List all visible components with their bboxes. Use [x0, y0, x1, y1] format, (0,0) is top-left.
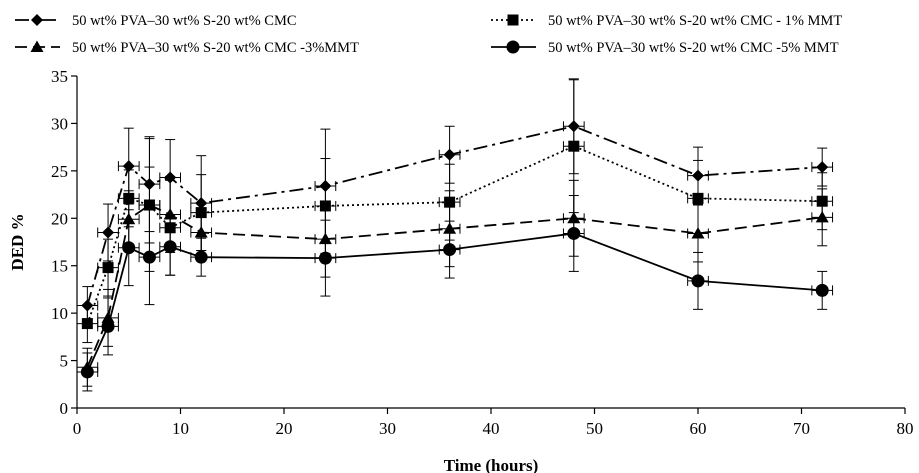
- x-tick-label: 60: [690, 419, 707, 438]
- data-point: [815, 283, 829, 297]
- data-point: [815, 210, 829, 223]
- legend-label: 50 wt% PVA–30 wt% S-20 wt% CMC: [72, 13, 297, 29]
- data-point: [163, 240, 177, 254]
- x-tick-label: 10: [172, 419, 189, 438]
- legend-item-1: 50 wt% PVA–30 wt% S-20 wt% CMC: [15, 13, 297, 29]
- y-axis-title: DED %: [8, 213, 27, 270]
- data-point: [194, 250, 208, 264]
- legend-item-3: 50 wt% PVA–30 wt% S-20 wt% CMC -3%MMT: [15, 40, 359, 56]
- y-tick-label: 5: [60, 352, 69, 371]
- x-tick-label: 30: [379, 419, 396, 438]
- data-point: [568, 140, 580, 152]
- data-point: [691, 226, 705, 239]
- legend-marker: [31, 14, 43, 26]
- data-point: [80, 365, 94, 379]
- data-point: [443, 148, 456, 161]
- data-point: [102, 226, 115, 239]
- y-tick-label: 25: [51, 162, 68, 181]
- y-tick-label: 30: [51, 114, 68, 133]
- legend-marker: [506, 40, 520, 54]
- data-point: [142, 198, 156, 211]
- x-axis-title: Time (hours): [444, 456, 539, 473]
- x-tick-label: 70: [793, 419, 810, 438]
- data-point: [692, 192, 704, 204]
- legend-label: 50 wt% PVA–30 wt% S-20 wt% CMC - 1% MMT: [548, 13, 842, 29]
- series-2: [76, 79, 834, 344]
- y-tick-label: 15: [51, 257, 68, 276]
- data-point: [163, 207, 177, 220]
- legend-label: 50 wt% PVA–30 wt% S-20 wt% CMC -3%MMT: [72, 40, 359, 56]
- y-tick-label: 0: [60, 399, 69, 418]
- series-4: [76, 195, 834, 392]
- y-tick-label: 10: [51, 304, 68, 323]
- data-point: [194, 226, 208, 238]
- series-line: [86, 203, 823, 368]
- axes: 0 10 20 30 40 50 60 70 80 0 5 10 15 20 25 30 35: [51, 67, 914, 438]
- x-tick-label: 40: [483, 419, 500, 438]
- plot-area: [76, 78, 834, 392]
- data-point: [142, 250, 156, 264]
- x-tick-label: 0: [73, 419, 82, 438]
- data-point: [567, 226, 581, 240]
- data-point: [101, 319, 115, 333]
- legend-item-2: 50 wt% PVA–30 wt% S-20 wt% CMC - 1% MMT: [491, 13, 842, 29]
- series-line: [86, 125, 823, 306]
- x-tick-label: 20: [276, 419, 293, 438]
- data-point: [102, 262, 114, 274]
- legend-marker: [507, 14, 519, 26]
- data-point: [122, 241, 136, 255]
- y-tick-label: 20: [51, 209, 68, 228]
- y-tick-label: 35: [51, 67, 68, 86]
- legend-label: 50 wt% PVA–30 wt% S-20 wt% CMC -5% MMT: [548, 40, 839, 56]
- data-point: [816, 161, 829, 174]
- data-point: [81, 318, 93, 330]
- data-point: [122, 160, 135, 173]
- x-tick-label: 50: [586, 419, 603, 438]
- legend: 50 wt% PVA–30 wt% S-20 wt% CMC 50 wt% PVA…: [15, 13, 842, 56]
- data-point: [318, 251, 332, 265]
- legend-item-4: 50 wt% PVA–30 wt% S-20 wt% CMC -5% MMT: [491, 40, 839, 56]
- data-point: [691, 274, 705, 288]
- legend-marker: [30, 40, 44, 52]
- x-tick-label: 80: [897, 419, 914, 438]
- data-point: [443, 243, 457, 257]
